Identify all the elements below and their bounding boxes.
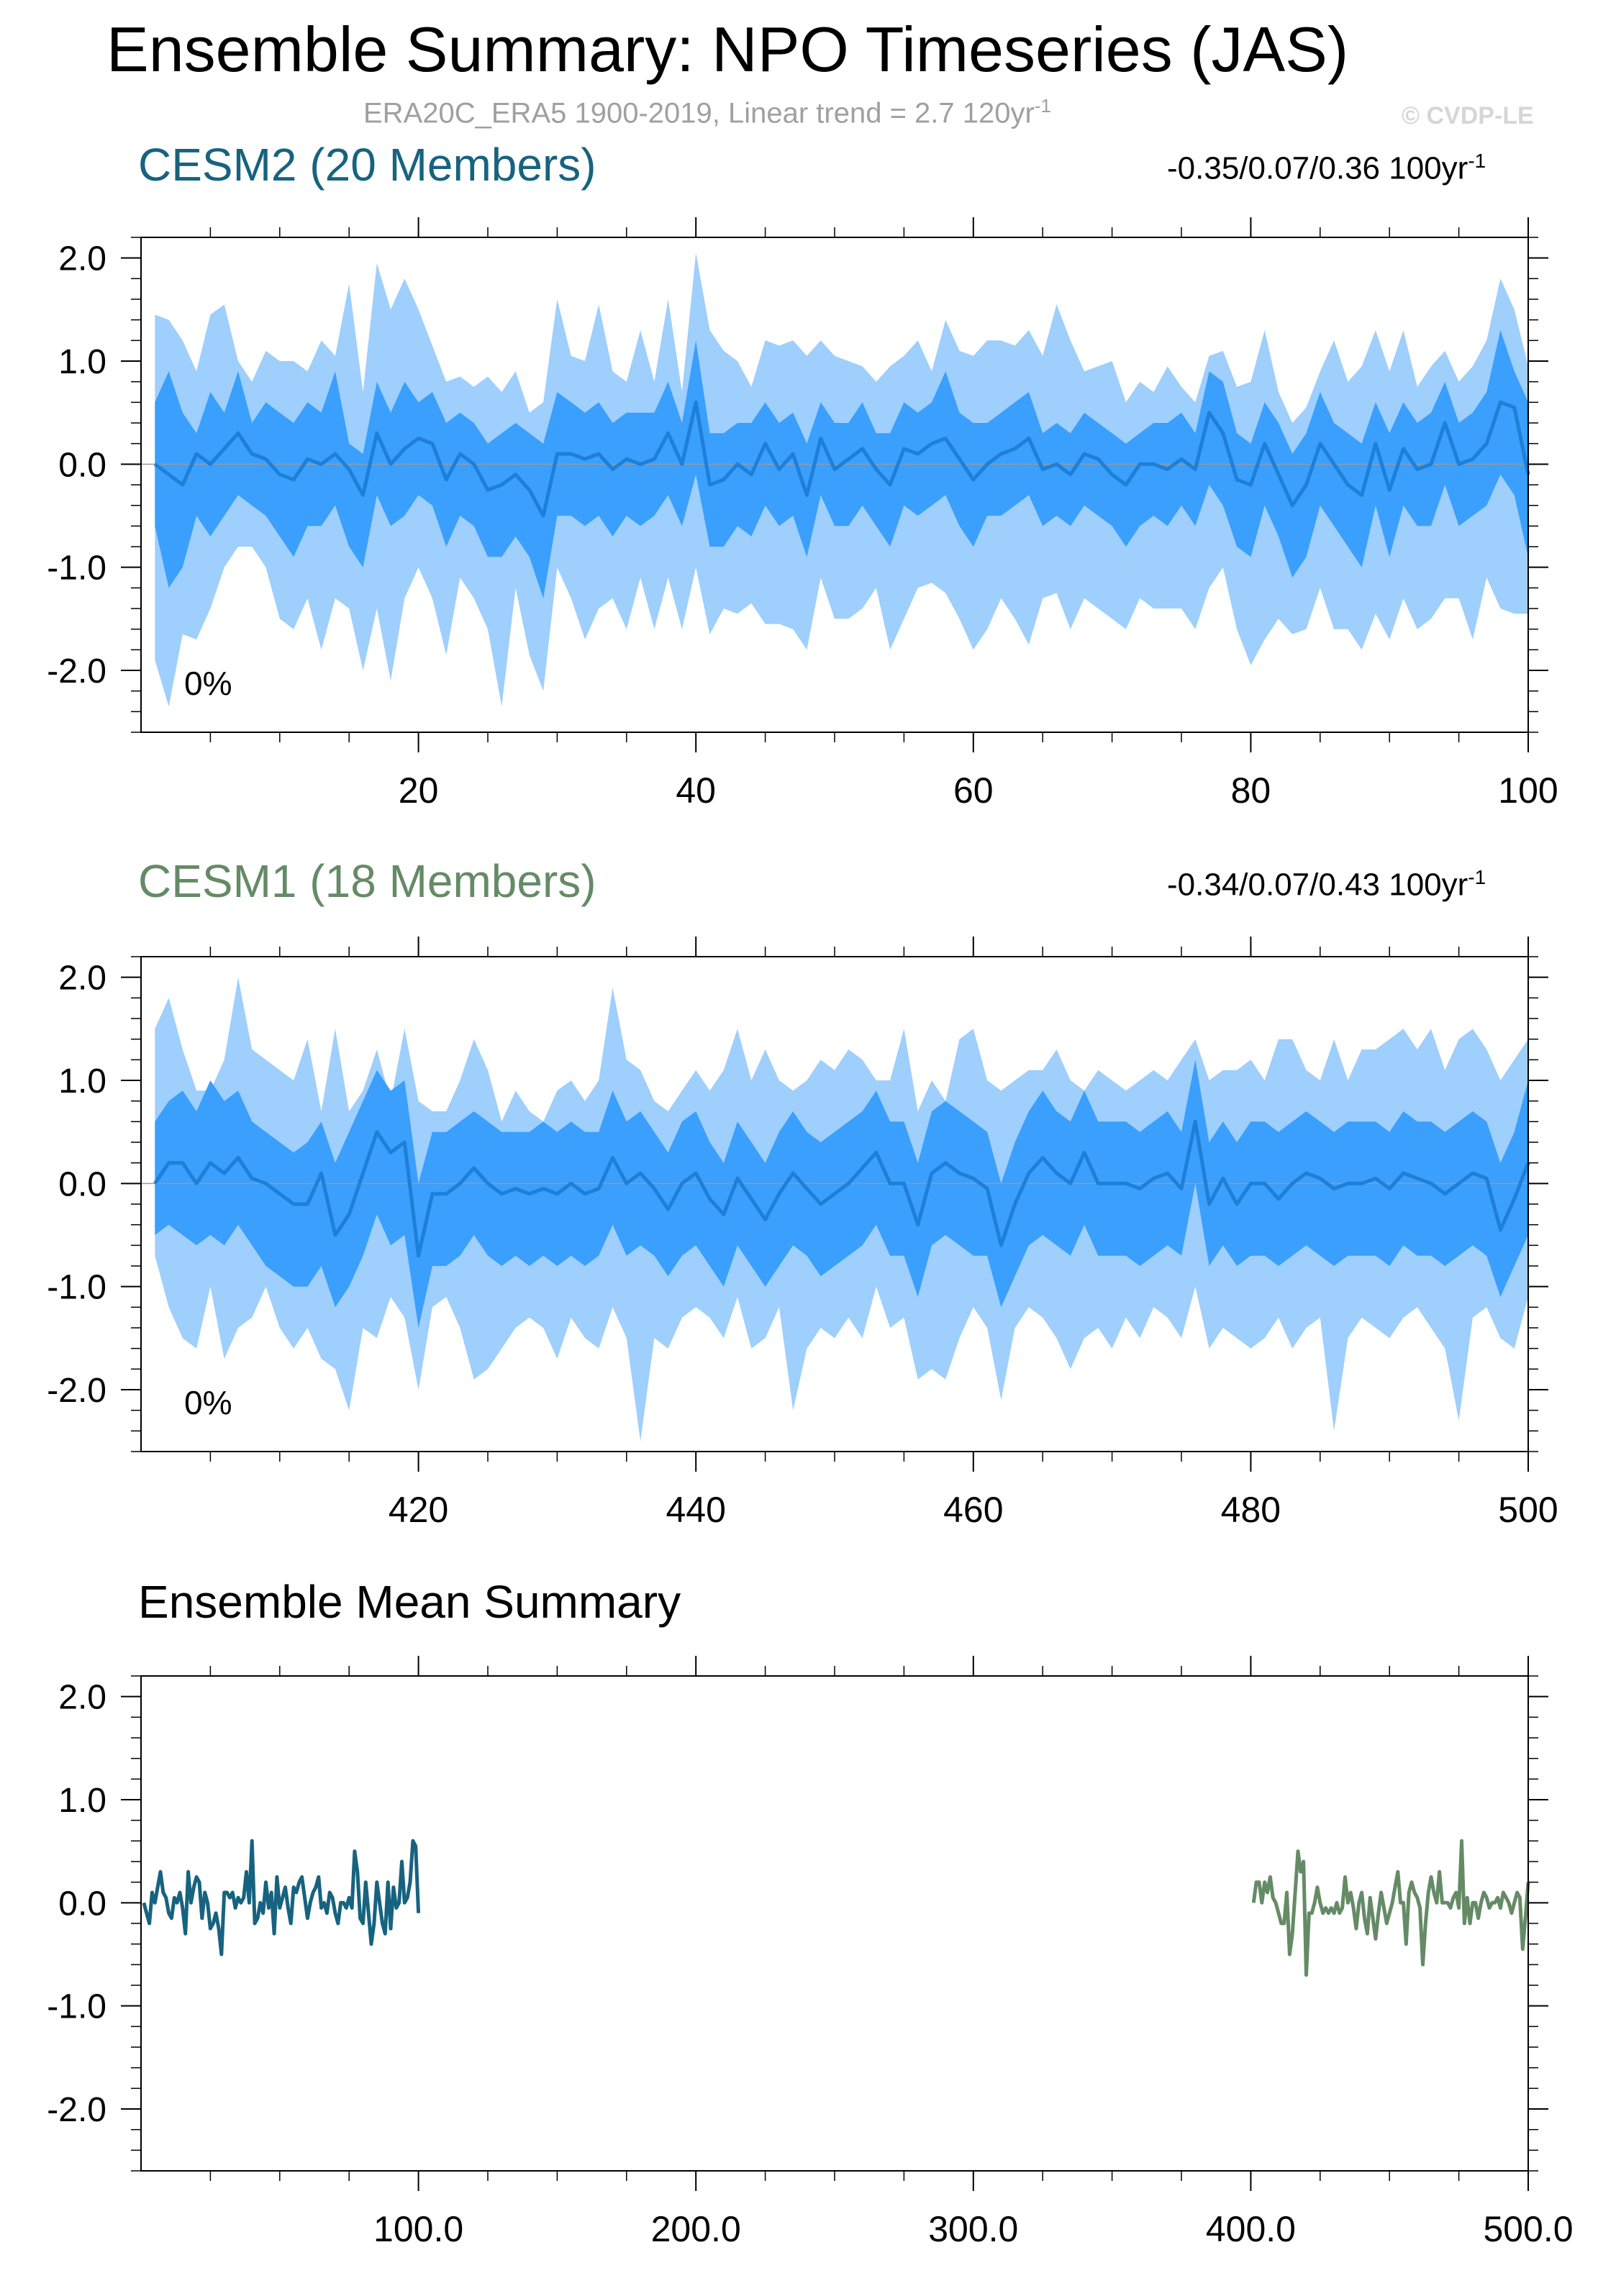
panel2-ytick-label: 1.0 [58,1062,106,1101]
panel2-inner-band [155,1060,1528,1328]
panel1-ytick-label: 2.0 [58,240,106,278]
panel3-series-cesm1 [1251,1839,1530,1977]
trend-label-cesm1: -0.34/0.07/0.43 100yr-1 [1167,866,1486,903]
panel2-xtick-label: 480 [1221,1490,1281,1530]
panel3-series-cesm2 [142,1839,421,1956]
panel3-ytick-label: 1.0 [58,1782,106,1820]
panel3-ytick-label: 0.0 [58,1885,106,1923]
panel2-xtick-label: 460 [943,1490,1003,1530]
trend-label-cesm2: -0.35/0.07/0.36 100yr-1 [1167,150,1486,187]
panel1-percent-label: 0% [184,665,232,702]
panel2-ytick-label: -2.0 [47,1372,106,1410]
panel1-xtick-label: 80 [1231,770,1271,811]
trend-exponent: -1 [1468,866,1486,888]
panel1-xtick-label: 20 [399,770,439,811]
panel1-ytick-label: -1.0 [47,550,106,588]
panel2-xtick-label: 500 [1498,1490,1558,1530]
panel3-xtick-label: 500.0 [1483,2209,1573,2249]
panel2-ytick-label: 0.0 [58,1165,106,1203]
panel2-ytick-label: -1.0 [47,1269,106,1307]
subtitle-exponent: -1 [1034,95,1051,117]
panel3-frame [140,1675,1529,2172]
panel-title-cesm1: CESM1 (18 Members) [138,855,596,907]
panel2-percent-label: 0% [184,1384,232,1421]
trend-exponent: -1 [1468,150,1486,172]
panel-title-cesm2: CESM2 (20 Members) [138,139,596,191]
panel3-ytick-label: -2.0 [47,2091,106,2129]
panel3-xtick-label: 200.0 [651,2209,741,2249]
panel3-ytick-label: -1.0 [47,1988,106,2026]
main-title: Ensemble Summary: NPO Timeseries (JAS) [106,14,1349,85]
panel1-ytick-label: 1.0 [58,343,106,381]
panel2-ensemble-mean-line [153,1119,1530,1258]
panel-title-ensemble-mean: Ensemble Mean Summary [138,1576,681,1628]
panel3-ytick-label: 2.0 [58,1679,106,1717]
subtitle-text: ERA20C_ERA5 1900-2019, Linear trend = 2.… [363,97,1035,129]
panel1-ytick-label: -2.0 [47,652,106,691]
panel3-xtick-label: 300.0 [928,2209,1018,2249]
panel1-ytick-label: 0.0 [58,446,106,484]
panel1-xtick-label: 100 [1498,770,1558,811]
panel1-ensemble-mean-line [153,400,1530,518]
panel1-xtick-label: 40 [676,770,716,811]
trend-text: -0.34/0.07/0.43 100yr [1167,867,1468,903]
panel2-xtick-label: 440 [666,1490,725,1530]
subtitle: ERA20C_ERA5 1900-2019, Linear trend = 2.… [363,95,1051,129]
panel1-xtick-label: 60 [953,770,994,811]
panel3-xtick-label: 400.0 [1206,2209,1296,2249]
panel2-xtick-label: 420 [389,1490,448,1530]
credit-watermark: © CVDP-LE [1402,102,1534,129]
panel2-ytick-label: 2.0 [58,960,106,998]
panel3-xtick-label: 100.0 [373,2209,463,2249]
trend-text: -0.35/0.07/0.36 100yr [1167,150,1468,186]
